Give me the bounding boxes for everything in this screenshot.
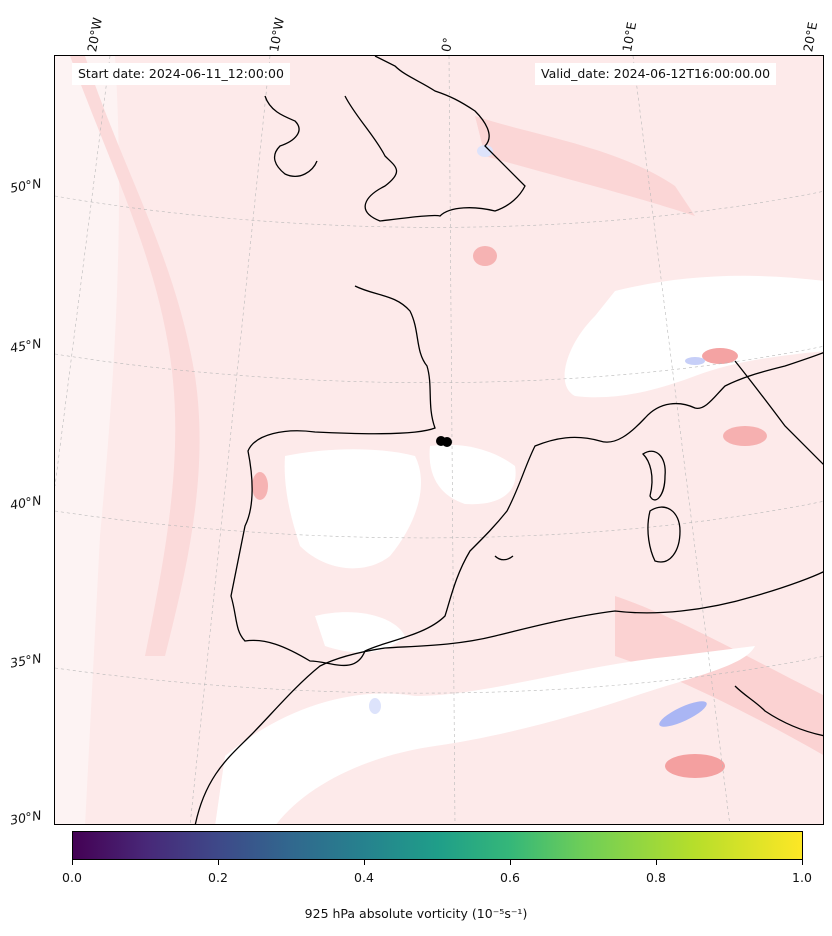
vorticity-zero-zone-sahara <box>215 646 755 824</box>
coastline-tunisia <box>734 685 823 737</box>
vorticity-zero-zone-iberia <box>284 449 421 569</box>
valid-date-label: Valid_date: 2024-06-12T16:00:00.00 <box>535 63 777 85</box>
coastline-sardinia <box>647 506 681 563</box>
lon-label-20w: 20°W <box>84 16 105 53</box>
map-panel[interactable] <box>54 55 824 825</box>
vorticity-max <box>252 472 268 500</box>
vorticity-max <box>702 348 738 364</box>
vorticity-streak <box>70 56 200 656</box>
vorticity-max <box>723 426 767 446</box>
vorticity-min <box>659 701 707 727</box>
coastline-britain <box>344 56 526 222</box>
lat-label-30n: 30°N <box>8 807 43 828</box>
colorbar-tick-label: 0.8 <box>646 870 666 885</box>
coastline-balearic <box>494 555 514 561</box>
colorbar-tick <box>802 860 803 865</box>
colorbar-tick <box>218 860 219 865</box>
colorbar-tick <box>656 860 657 865</box>
coastline-iberia-france <box>230 285 823 667</box>
colorbar-tick <box>72 860 73 865</box>
vorticity-zero-zone-alps <box>564 275 823 398</box>
vorticity-max <box>473 246 497 266</box>
lon-label-20e: 20°E <box>800 20 821 53</box>
vorticity-zero-zone-ebro <box>429 444 516 505</box>
colorbar-tick <box>510 860 511 865</box>
graticule <box>55 56 823 824</box>
colorbar-tick-label: 1.0 <box>792 870 812 885</box>
lat-label-35n: 35°N <box>8 650 43 671</box>
vorticity-max <box>665 754 725 778</box>
colorbar-title: 925 hPa absolute vorticity (10⁻⁵s⁻¹) <box>304 906 528 921</box>
vorticity-map <box>55 56 823 824</box>
vorticity-min <box>369 698 381 714</box>
coastline-italy <box>734 360 823 465</box>
lat-label-45n: 45°N <box>8 335 43 356</box>
coastline-corsica <box>641 450 666 501</box>
vorticity-weak-band <box>55 56 120 824</box>
lon-label-10e: 10°E <box>619 20 640 53</box>
colorbar-tick-label: 0.4 <box>354 870 374 885</box>
vorticity-min <box>685 357 705 365</box>
start-date-label: Start date: 2024-06-11_12:00:00 <box>72 63 290 85</box>
vorticity-min <box>477 145 493 157</box>
colorbar-tick-label: 0.0 <box>62 870 82 885</box>
storm-center-marker <box>442 437 452 447</box>
coastline-ireland <box>264 95 318 177</box>
lat-label-40n: 40°N <box>8 492 43 513</box>
coastline-north-africa <box>194 571 823 824</box>
colorbar-tick-label: 0.2 <box>208 870 228 885</box>
lon-label-10w: 10°W <box>266 16 287 53</box>
colorbar-tick-label: 0.6 <box>500 870 520 885</box>
vorticity-zero-zone-south-iberia <box>315 612 405 653</box>
colorbar-tick <box>364 860 365 865</box>
vorticity-streak <box>475 116 695 216</box>
lon-label-0: 0° <box>438 36 456 53</box>
colorbar <box>72 831 803 860</box>
coastlines <box>194 56 823 824</box>
lat-label-50n: 50°N <box>8 175 43 196</box>
